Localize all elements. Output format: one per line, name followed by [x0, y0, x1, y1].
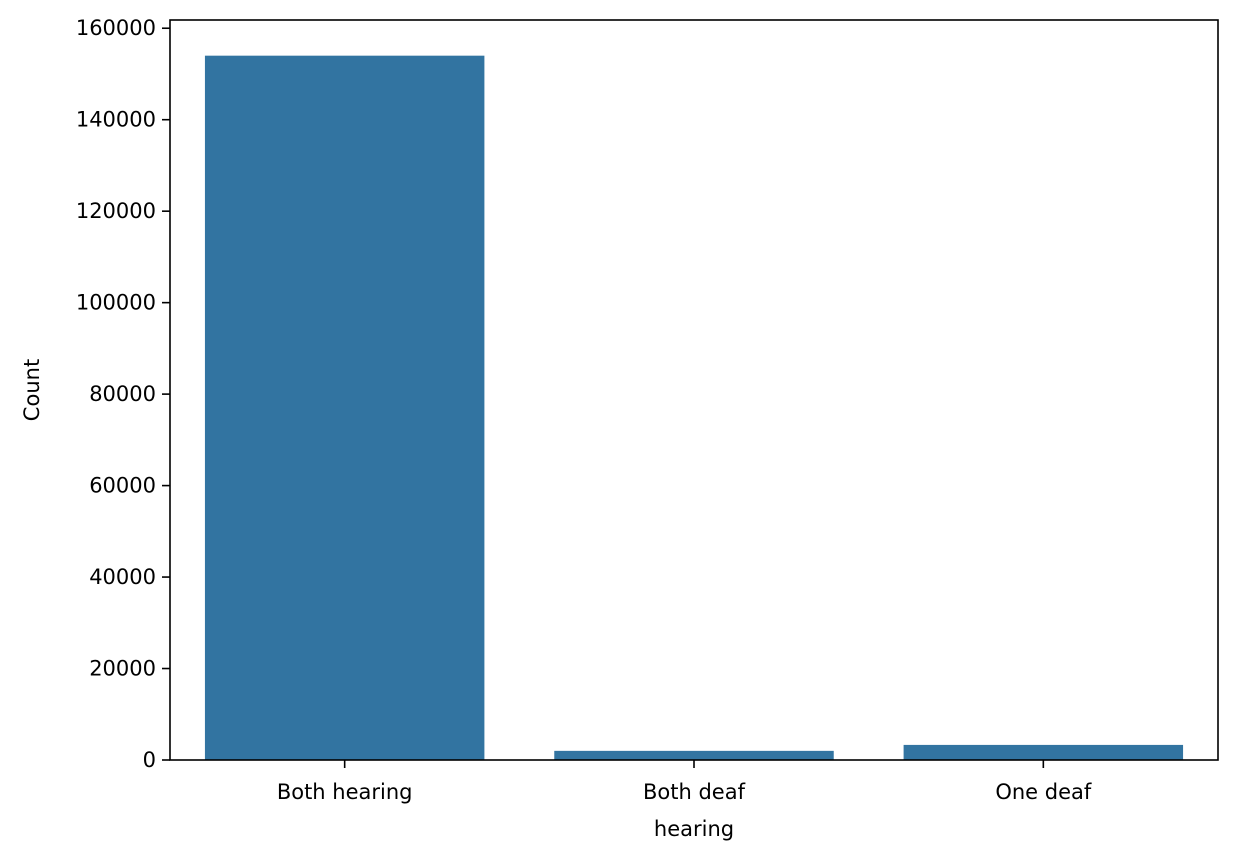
x-axis-title: hearing — [654, 817, 734, 841]
y-tick-label: 40000 — [89, 565, 156, 589]
x-tick-label: Both hearing — [277, 780, 413, 804]
y-axis-title: Count — [20, 359, 44, 421]
x-tick-label: Both deaf — [643, 780, 746, 804]
bar-both-deaf — [554, 750, 834, 760]
bar-one-deaf — [903, 744, 1184, 760]
x-tick-label: One deaf — [995, 780, 1092, 804]
x-axis-ticks: Both hearing Both deaf One deaf — [277, 760, 1092, 804]
y-tick-label: 20000 — [89, 657, 156, 681]
y-tick-label: 100000 — [76, 291, 156, 315]
bar-both-hearing — [204, 55, 485, 761]
y-tick-label: 80000 — [89, 382, 156, 406]
y-tick-label: 60000 — [89, 474, 156, 498]
y-axis-ticks: 0 20000 40000 60000 80000 100000 120000 140000 1… — [76, 16, 170, 772]
y-tick-label: 160000 — [76, 16, 156, 40]
plot-frame — [169, 19, 1219, 761]
y-tick-label: 140000 — [76, 108, 156, 132]
y-tick-label: 0 — [143, 748, 156, 772]
y-tick-label: 120000 — [76, 199, 156, 223]
bars-group — [204, 55, 1184, 761]
